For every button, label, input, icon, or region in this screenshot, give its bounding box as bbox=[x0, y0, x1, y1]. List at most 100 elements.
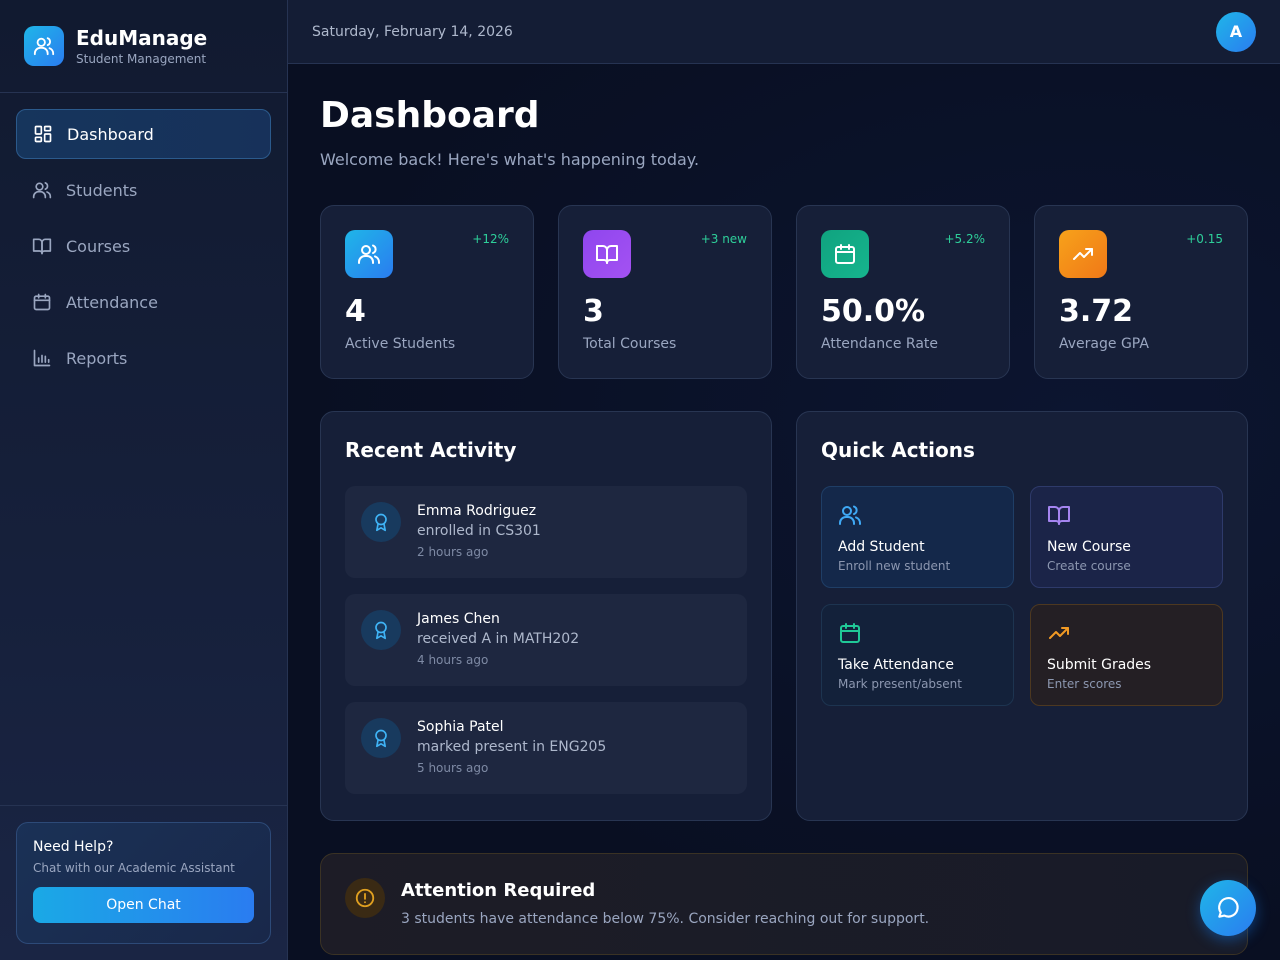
activity-name: Sophia Patel bbox=[417, 719, 504, 735]
sidebar-item-students[interactable]: Students bbox=[16, 165, 271, 215]
activity-action: received A in MATH202 bbox=[417, 631, 580, 647]
brand-subtitle: Student Management bbox=[76, 52, 207, 66]
stat-icon-box bbox=[345, 230, 393, 278]
alert-icon-wrap bbox=[345, 878, 385, 918]
quick-actions-panel: Quick Actions Add Student Enroll new stu… bbox=[796, 411, 1248, 821]
page-title: Dashboard bbox=[320, 95, 540, 136]
sidebar-item-label: Dashboard bbox=[67, 124, 154, 144]
bar-chart-icon bbox=[33, 349, 51, 367]
calendar-icon bbox=[33, 293, 51, 311]
sidebar-item-courses[interactable]: Courses bbox=[16, 221, 271, 271]
chat-bubble-icon bbox=[1218, 897, 1239, 918]
open-chat-button[interactable]: Open Chat bbox=[33, 887, 254, 923]
avatar[interactable]: A bbox=[1216, 11, 1256, 52]
stats-row: +12% 4 Active Students +3 new 3 Total Co… bbox=[320, 205, 1248, 379]
activity-icon-wrap bbox=[361, 718, 401, 758]
stat-card-total-courses: +3 new 3 Total Courses bbox=[558, 205, 772, 379]
quick-action-subtitle: Create course bbox=[1047, 559, 1131, 573]
quick-action-title: New Course bbox=[1047, 539, 1131, 555]
recent-activity-panel: Recent Activity Emma Rodriguez enrolled … bbox=[320, 411, 772, 821]
panels-row: Recent Activity Emma Rodriguez enrolled … bbox=[320, 411, 1248, 821]
sidebar-item-label: Courses bbox=[66, 236, 131, 256]
activity-action: enrolled in CS301 bbox=[417, 523, 541, 539]
brand-name: EduManage bbox=[76, 26, 208, 50]
stat-label: Total Courses bbox=[583, 336, 677, 352]
panel-title: Recent Activity bbox=[345, 438, 517, 462]
sidebar-item-label: Students bbox=[66, 180, 138, 200]
dashboard-icon bbox=[34, 125, 52, 143]
take-attendance-button[interactable]: Take Attendance Mark present/absent bbox=[821, 604, 1014, 706]
list-item[interactable]: Emma Rodriguez enrolled in CS301 2 hours… bbox=[345, 486, 747, 578]
main-content: Dashboard Welcome back! Here's what's ha… bbox=[288, 64, 1280, 960]
stat-card-active-students: +12% 4 Active Students bbox=[320, 205, 534, 379]
stat-icon-box bbox=[1059, 230, 1107, 278]
sidebar-nav: Dashboard Students Courses Attendance Re… bbox=[0, 93, 287, 405]
sidebar: EduManage Student Management Dashboard S… bbox=[0, 0, 288, 960]
panel-title: Quick Actions bbox=[821, 438, 975, 462]
stat-change: +5.2% bbox=[944, 232, 985, 246]
list-item[interactable]: James Chen received A in MATH202 4 hours… bbox=[345, 594, 747, 686]
activity-time: 2 hours ago bbox=[417, 545, 489, 559]
alert-title: Attention Required bbox=[401, 880, 596, 901]
stat-icon-box bbox=[821, 230, 869, 278]
stat-card-average-gpa: +0.15 3.72 Average GPA bbox=[1034, 205, 1248, 379]
stat-icon-box bbox=[583, 230, 631, 278]
help-subtitle: Chat with our Academic Assistant bbox=[33, 861, 235, 875]
stat-label: Average GPA bbox=[1059, 336, 1149, 352]
quick-action-title: Submit Grades bbox=[1047, 657, 1152, 673]
activity-icon-wrap bbox=[361, 502, 401, 542]
alert-circle-icon bbox=[355, 888, 375, 908]
list-item[interactable]: Sophia Patel marked present in ENG205 5 … bbox=[345, 702, 747, 794]
stat-change: +3 new bbox=[700, 232, 747, 246]
activity-icon-wrap bbox=[361, 610, 401, 650]
sidebar-item-dashboard[interactable]: Dashboard bbox=[16, 109, 271, 159]
quick-action-subtitle: Enter scores bbox=[1047, 677, 1122, 691]
page-subtitle: Welcome back! Here's what's happening to… bbox=[320, 150, 700, 169]
quick-action-title: Add Student bbox=[838, 539, 925, 555]
activity-action: marked present in ENG205 bbox=[417, 739, 607, 755]
users-icon bbox=[839, 505, 861, 525]
stat-value: 3.72 bbox=[1059, 294, 1134, 329]
award-icon bbox=[375, 513, 387, 532]
stat-value: 50.0% bbox=[821, 294, 926, 329]
activity-time: 4 hours ago bbox=[417, 653, 489, 667]
help-section: Need Help? Chat with our Academic Assist… bbox=[0, 805, 287, 960]
current-date: Saturday, February 14, 2026 bbox=[312, 23, 513, 40]
activity-list: Emma Rodriguez enrolled in CS301 2 hours… bbox=[345, 486, 747, 794]
brand-logo bbox=[24, 26, 64, 66]
award-icon bbox=[375, 621, 387, 640]
top-bar: Saturday, February 14, 2026 A bbox=[288, 0, 1280, 64]
activity-time: 5 hours ago bbox=[417, 761, 489, 775]
sidebar-item-label: Attendance bbox=[66, 292, 158, 312]
award-icon bbox=[375, 729, 387, 748]
stat-change: +12% bbox=[472, 232, 509, 246]
stat-label: Attendance Rate bbox=[821, 336, 938, 352]
activity-name: James Chen bbox=[417, 611, 500, 627]
users-icon bbox=[32, 182, 52, 199]
brand: EduManage Student Management bbox=[0, 0, 287, 93]
alert-text: 3 students have attendance below 75%. Co… bbox=[401, 911, 930, 927]
stat-card-attendance-rate: +5.2% 50.0% Attendance Rate bbox=[796, 205, 1010, 379]
sidebar-item-label: Reports bbox=[66, 348, 128, 368]
trending-up-icon bbox=[1073, 248, 1093, 260]
help-card: Need Help? Chat with our Academic Assist… bbox=[16, 822, 271, 944]
sidebar-item-attendance[interactable]: Attendance bbox=[16, 277, 271, 327]
add-student-button[interactable]: Add Student Enroll new student bbox=[821, 486, 1014, 588]
trending-up-icon bbox=[1049, 627, 1069, 639]
users-icon bbox=[33, 37, 55, 56]
new-course-button[interactable]: New Course Create course bbox=[1030, 486, 1223, 588]
calendar-icon bbox=[840, 623, 860, 643]
help-title: Need Help? bbox=[33, 839, 114, 855]
stat-label: Active Students bbox=[345, 336, 456, 352]
users-icon bbox=[358, 244, 380, 264]
quick-actions-grid: Add Student Enroll new student New Cours… bbox=[821, 486, 1223, 706]
stat-value: 4 bbox=[345, 294, 366, 329]
book-icon bbox=[1048, 506, 1070, 525]
activity-name: Emma Rodriguez bbox=[417, 503, 537, 519]
chat-fab-button[interactable] bbox=[1200, 880, 1256, 936]
stat-value: 3 bbox=[583, 294, 604, 329]
sidebar-item-reports[interactable]: Reports bbox=[16, 333, 271, 383]
quick-action-subtitle: Mark present/absent bbox=[838, 677, 962, 691]
submit-grades-button[interactable]: Submit Grades Enter scores bbox=[1030, 604, 1223, 706]
quick-action-title: Take Attendance bbox=[838, 657, 954, 673]
